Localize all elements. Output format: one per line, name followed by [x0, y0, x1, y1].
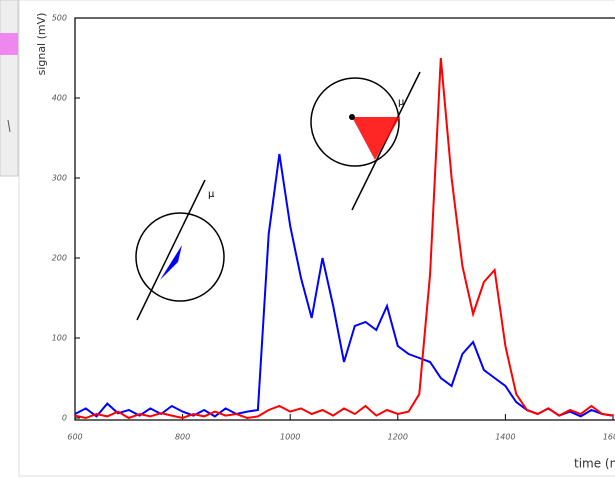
x-tick-label: 1200 [388, 433, 408, 442]
side-glyph [7, 119, 11, 133]
y-tick-label: 0 [62, 414, 67, 423]
vertex [349, 114, 355, 120]
x-tick-label: 800 [175, 433, 190, 442]
y-tick-label: 200 [52, 254, 67, 263]
detector-ring [310, 77, 400, 167]
x-tick-label: 1600 [603, 433, 615, 442]
y-tick-label: 500 [52, 14, 67, 23]
y-tick-label: 300 [52, 174, 67, 183]
cherenkov-cone [160, 245, 182, 280]
annotation: μ [208, 189, 215, 200]
y-tick-label: 400 [52, 94, 67, 103]
annotation: μ [398, 97, 405, 108]
y-tick-label: 100 [52, 334, 67, 343]
x-tick-label: 1400 [495, 433, 515, 442]
cherenkov-cone [352, 117, 400, 160]
x-axis-label: time (ns [574, 457, 615, 471]
x-tick-label: 1000 [280, 433, 300, 442]
muon-track [136, 179, 206, 321]
series-line [74, 153, 614, 418]
side-tab [0, 33, 18, 55]
plot-frame [74, 17, 615, 421]
x-tick-label: 600 [67, 433, 82, 442]
side-panel [0, 0, 19, 177]
detector-ring [135, 212, 225, 302]
y-axis-label: signal (mV) [35, 13, 48, 76]
series-line [74, 57, 614, 420]
